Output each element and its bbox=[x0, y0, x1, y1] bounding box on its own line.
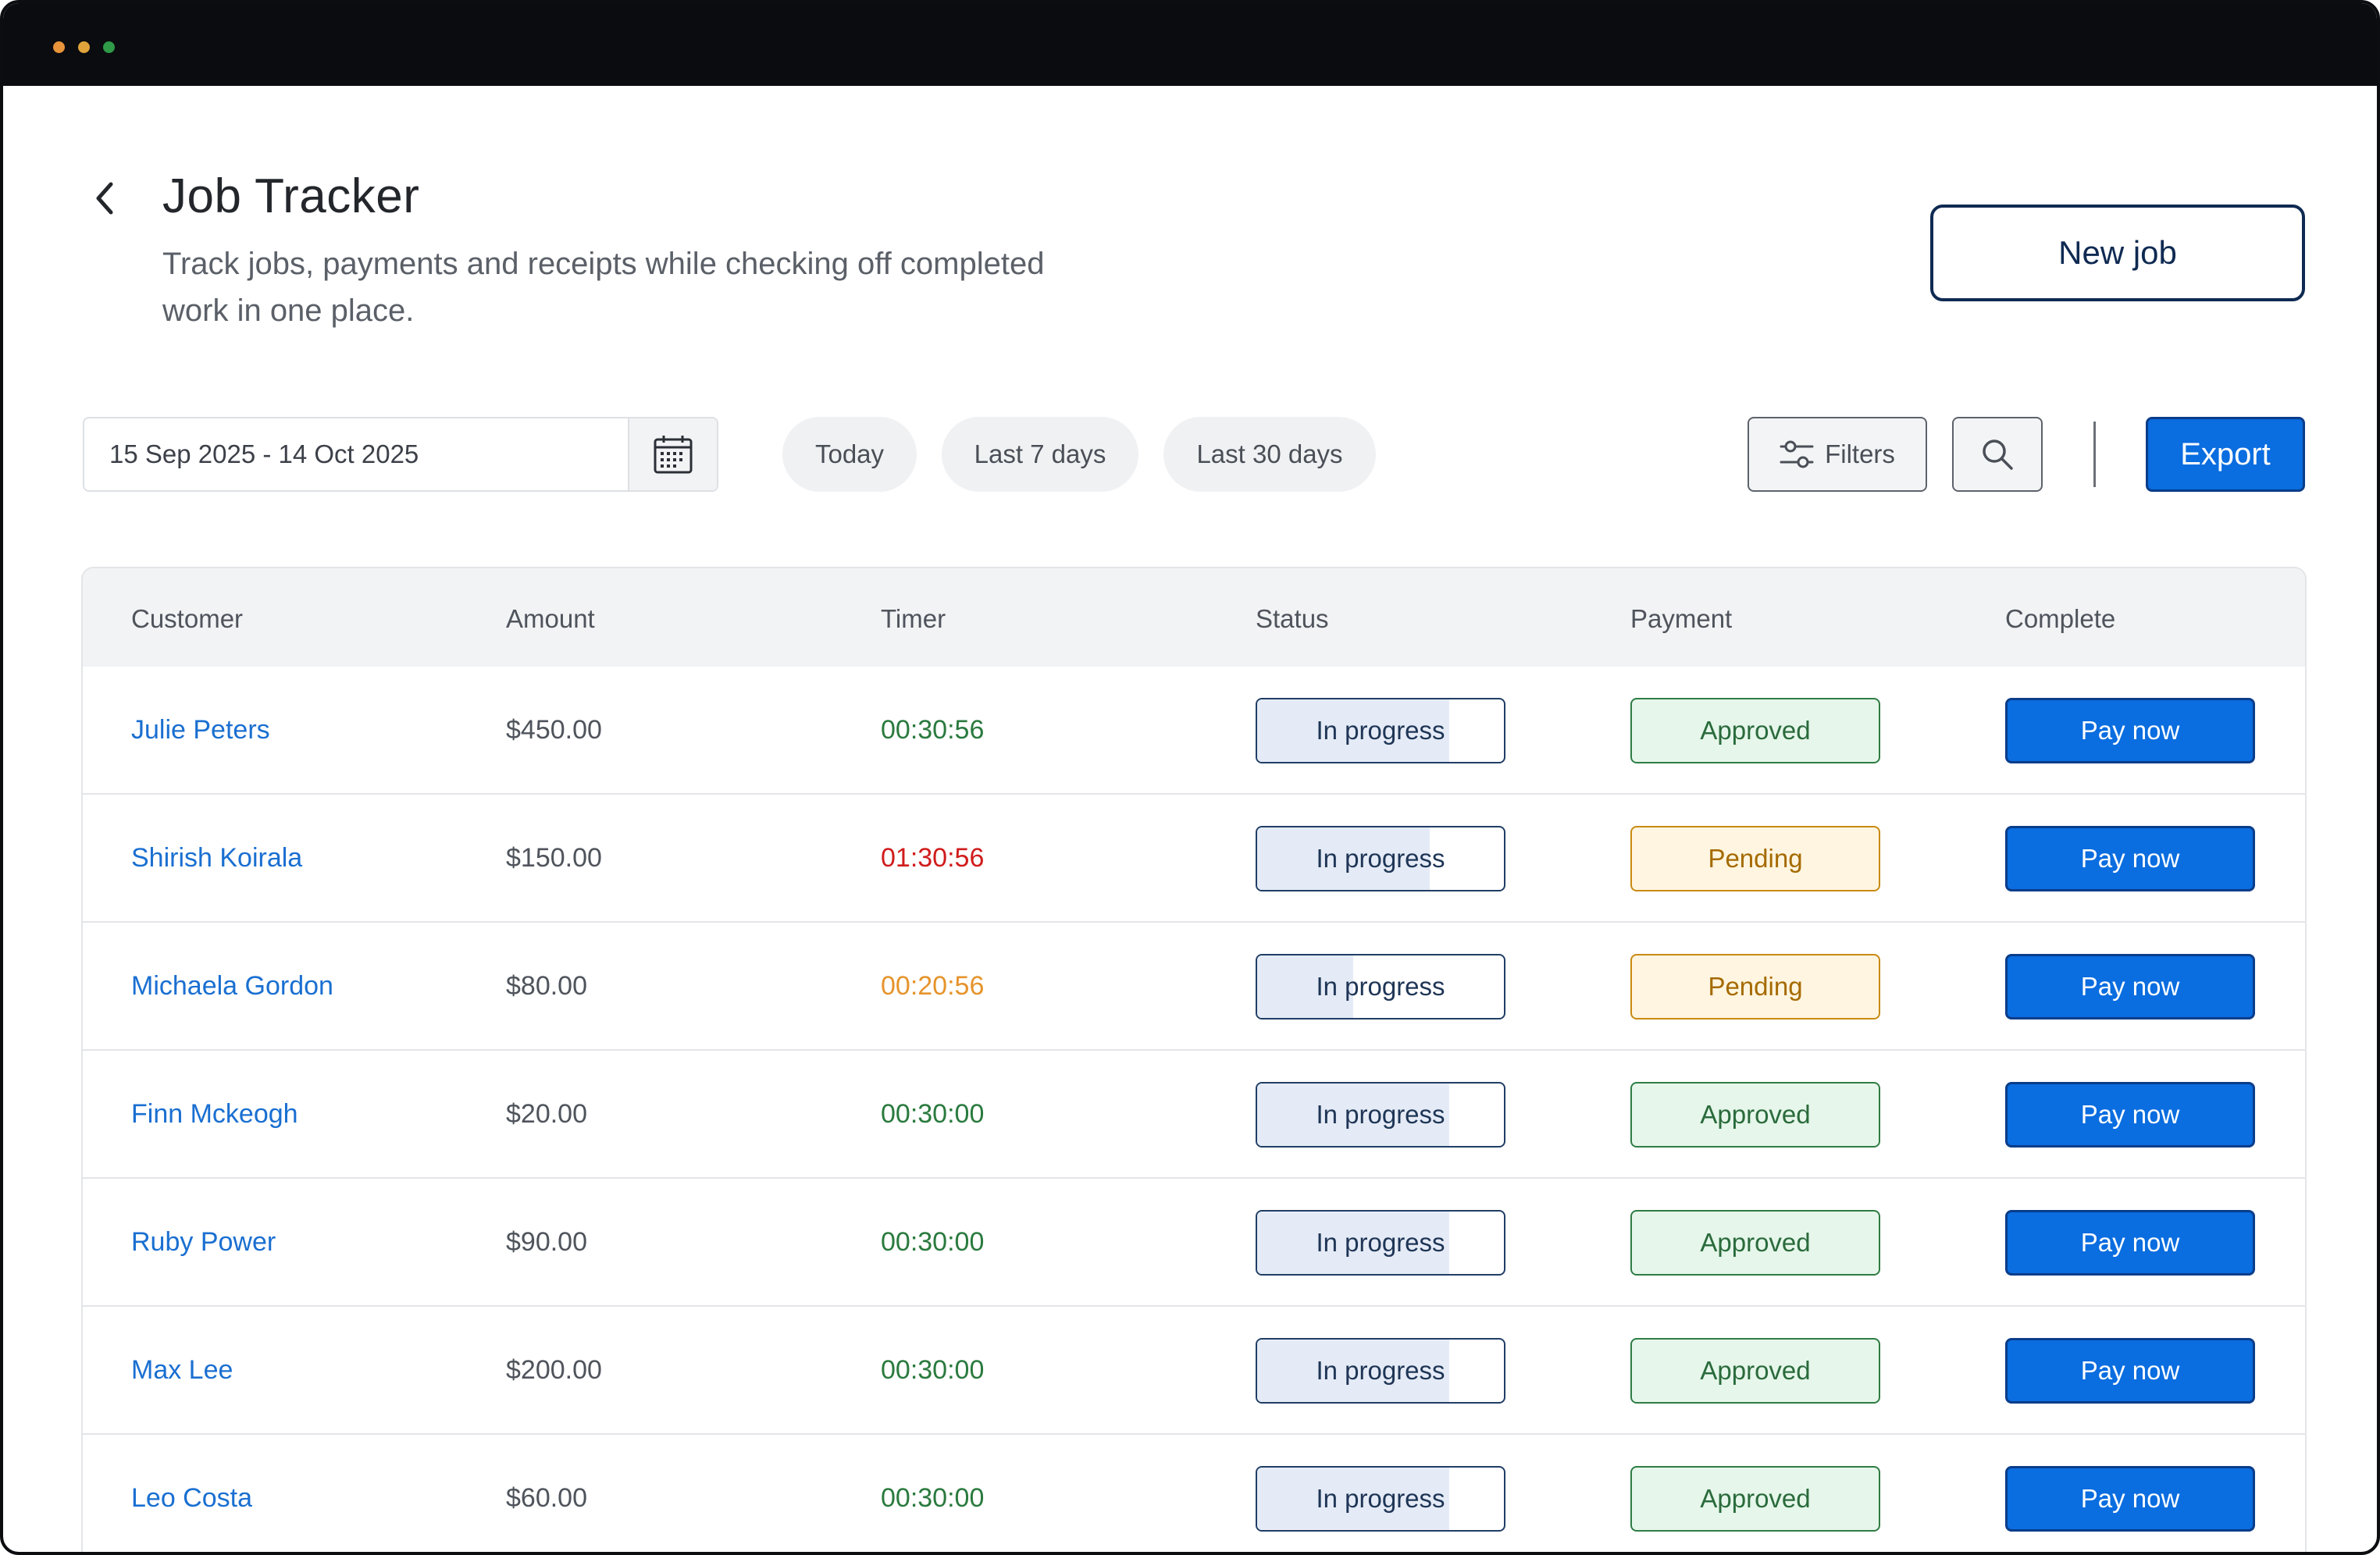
timer-value: 00:30:00 bbox=[881, 1483, 985, 1513]
pay-now-button[interactable]: Pay now bbox=[2005, 826, 2255, 891]
column-header-amount[interactable]: Amount bbox=[506, 604, 595, 633]
customer-name-link[interactable]: Shirish Koirala bbox=[131, 843, 303, 873]
payment-status-badge: Approved bbox=[1630, 1210, 1880, 1276]
amount-value: $80.00 bbox=[506, 971, 587, 1001]
amount-value: $150.00 bbox=[506, 843, 602, 873]
table-row: Leo Costa $60.00 00:30:00 In progress Ap… bbox=[83, 1435, 2305, 1552]
title-bar bbox=[3, 3, 2377, 86]
quick-range-today[interactable]: Today bbox=[782, 417, 917, 492]
status-label: In progress bbox=[1316, 844, 1445, 873]
status-progress-badge: In progress bbox=[1256, 954, 1505, 1019]
status-progress-fill bbox=[1257, 955, 1354, 1018]
table-row: Ruby Power $90.00 00:30:00 In progress A… bbox=[83, 1179, 2305, 1307]
status-progress-badge: In progress bbox=[1256, 826, 1505, 891]
date-range-picker bbox=[83, 417, 718, 492]
date-range-input[interactable] bbox=[84, 418, 628, 490]
customer-name-link[interactable]: Finn Mckeogh bbox=[131, 1099, 298, 1129]
status-progress-fill bbox=[1257, 699, 1450, 762]
amount-value: $60.00 bbox=[506, 1483, 587, 1513]
customer-name-link[interactable]: Leo Costa bbox=[131, 1483, 252, 1513]
status-label: In progress bbox=[1316, 1228, 1445, 1257]
sliders-icon bbox=[1780, 440, 1814, 468]
search-button[interactable] bbox=[1952, 417, 2043, 492]
search-icon bbox=[1983, 439, 2013, 470]
customer-name-link[interactable]: Ruby Power bbox=[131, 1227, 276, 1257]
toolbar-divider bbox=[2093, 422, 2096, 487]
payment-status-badge: Approved bbox=[1630, 698, 1880, 763]
status-progress-badge: In progress bbox=[1256, 1466, 1505, 1532]
minimize-window-dot[interactable] bbox=[78, 41, 90, 53]
column-header-payment[interactable]: Payment bbox=[1630, 604, 1733, 633]
timer-value: 00:20:56 bbox=[881, 971, 985, 1001]
status-progress-fill bbox=[1257, 1468, 1450, 1530]
status-progress-fill bbox=[1257, 827, 1430, 890]
timer-value: 01:30:56 bbox=[881, 843, 985, 873]
jobs-table: Customer Amount Timer Status Payment Com… bbox=[81, 567, 2307, 1552]
amount-value: $450.00 bbox=[506, 715, 602, 745]
table-row: Finn Mckeogh $20.00 00:30:00 In progress… bbox=[83, 1051, 2305, 1179]
pay-now-button[interactable]: Pay now bbox=[2005, 1338, 2255, 1404]
page-subtitle: Track jobs, payments and receipts while … bbox=[162, 247, 1045, 328]
table-row: Shirish Koirala $150.00 01:30:56 In prog… bbox=[83, 795, 2305, 923]
payment-status-badge: Pending bbox=[1630, 954, 1880, 1019]
quick-range-last-7-days[interactable]: Last 7 days bbox=[942, 417, 1138, 492]
new-job-button[interactable]: New job bbox=[1930, 205, 2305, 301]
customer-name-link[interactable]: Michaela Gordon bbox=[131, 971, 333, 1001]
status-progress-badge: In progress bbox=[1256, 1210, 1505, 1276]
status-progress-badge: In progress bbox=[1256, 1338, 1505, 1404]
column-header-status[interactable]: Status bbox=[1256, 604, 1329, 633]
status-label: In progress bbox=[1316, 716, 1445, 745]
column-header-timer[interactable]: Timer bbox=[881, 604, 946, 633]
status-progress-badge: In progress bbox=[1256, 698, 1505, 763]
export-button[interactable]: Export bbox=[2146, 417, 2305, 492]
timer-value: 00:30:00 bbox=[881, 1227, 985, 1257]
filters-button[interactable]: Filters bbox=[1748, 417, 1927, 492]
customer-name-link[interactable]: Max Lee bbox=[131, 1355, 233, 1385]
status-label: In progress bbox=[1316, 1356, 1445, 1385]
quick-range-last-30-days[interactable]: Last 30 days bbox=[1163, 417, 1376, 492]
pay-now-button[interactable]: Pay now bbox=[2005, 1466, 2255, 1532]
page-title: Job Tracker bbox=[162, 169, 420, 223]
amount-value: $90.00 bbox=[506, 1227, 587, 1257]
chevron-left-icon bbox=[96, 182, 113, 215]
table-row: Michaela Gordon $80.00 00:20:56 In progr… bbox=[83, 923, 2305, 1051]
filters-label: Filters bbox=[1825, 439, 1895, 468]
table-row: Julie Peters $450.00 00:30:56 In progres… bbox=[83, 667, 2305, 795]
status-label: In progress bbox=[1316, 1484, 1445, 1513]
status-label: In progress bbox=[1316, 972, 1445, 1001]
timer-value: 00:30:00 bbox=[881, 1355, 985, 1385]
pay-now-button[interactable]: Pay now bbox=[2005, 1210, 2255, 1276]
close-window-dot[interactable] bbox=[53, 41, 65, 53]
column-header-complete[interactable]: Complete bbox=[2005, 604, 2116, 633]
payment-status-badge: Pending bbox=[1630, 826, 1880, 891]
calendar-icon bbox=[654, 436, 693, 474]
status-progress-badge: In progress bbox=[1256, 1082, 1505, 1148]
customer-name-link[interactable]: Julie Peters bbox=[131, 715, 270, 745]
amount-value: $200.00 bbox=[506, 1355, 602, 1385]
column-header-customer[interactable]: Customer bbox=[131, 604, 244, 633]
payment-status-badge: Approved bbox=[1630, 1466, 1880, 1532]
table-header: Customer Amount Timer Status Payment Com… bbox=[83, 568, 2305, 667]
maximize-window-dot[interactable] bbox=[103, 41, 115, 53]
pay-now-button[interactable]: Pay now bbox=[2005, 698, 2255, 763]
status-label: In progress bbox=[1316, 1100, 1445, 1129]
pay-now-button[interactable]: Pay now bbox=[2005, 954, 2255, 1019]
calendar-button[interactable] bbox=[628, 418, 717, 490]
timer-value: 00:30:00 bbox=[881, 1099, 985, 1129]
status-progress-fill bbox=[1257, 1084, 1450, 1146]
status-progress-fill bbox=[1257, 1340, 1450, 1402]
pay-now-button[interactable]: Pay now bbox=[2005, 1082, 2255, 1148]
amount-value: $20.00 bbox=[506, 1099, 587, 1129]
table-row: Max Lee $200.00 00:30:00 In progress App… bbox=[83, 1307, 2305, 1435]
back-button[interactable] bbox=[89, 176, 120, 220]
payment-status-badge: Approved bbox=[1630, 1082, 1880, 1148]
timer-value: 00:30:56 bbox=[881, 715, 985, 745]
status-progress-fill bbox=[1257, 1212, 1450, 1274]
payment-status-badge: Approved bbox=[1630, 1338, 1880, 1404]
